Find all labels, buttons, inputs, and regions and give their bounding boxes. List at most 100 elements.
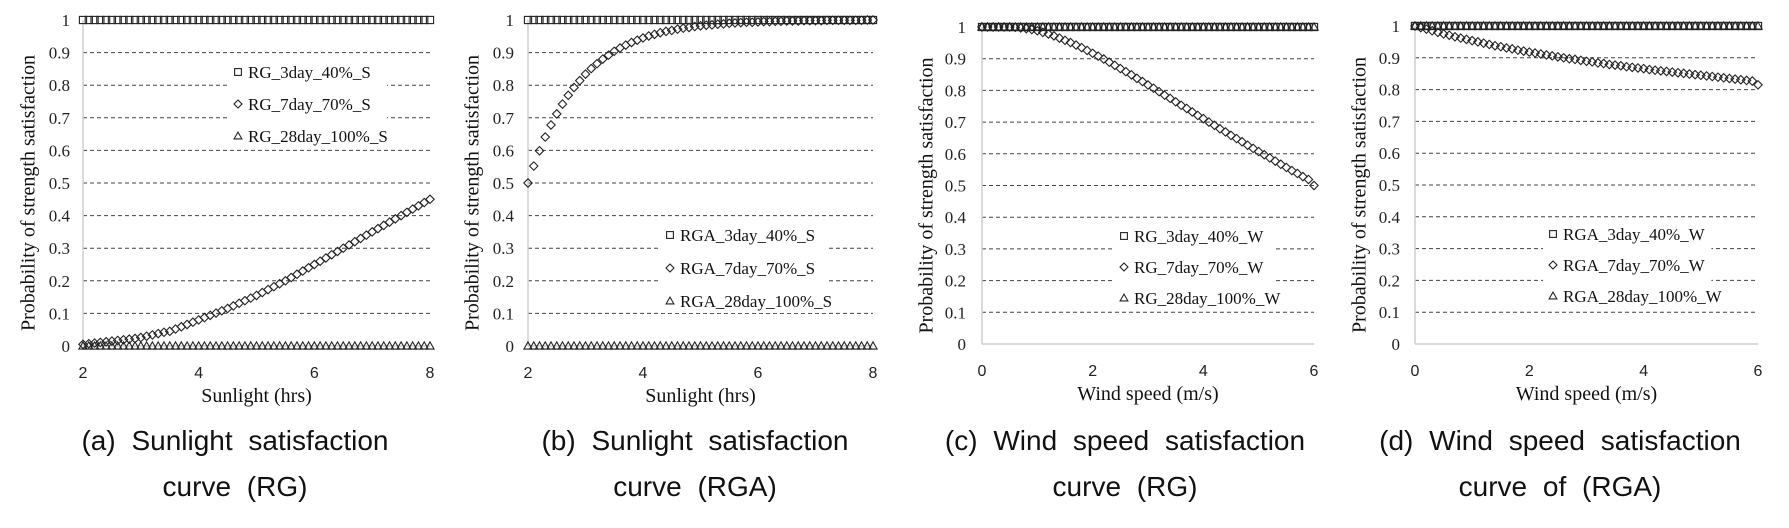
data-point-square (379, 15, 388, 25)
data-point-triangle (1187, 21, 1198, 31)
data-point-triangle (724, 340, 735, 350)
data-point-square (425, 15, 435, 25)
data-point-triangle (1231, 21, 1242, 31)
data-point-triangle (1303, 21, 1314, 31)
legend: RG_3day_40%_S RG_7day_70%_S RG_28day_100%_… (228, 58, 388, 148)
data-point-square (638, 15, 648, 25)
data-point-triangle (419, 340, 430, 350)
data-point-triangle (1198, 21, 1209, 31)
data-point-square (373, 15, 383, 25)
data-point-diamond (1120, 66, 1131, 77)
data-point-square (344, 15, 354, 25)
data-point-diamond (1490, 40, 1501, 51)
legend-label: RGA_28day_100%_S (680, 292, 832, 311)
data-point-diamond (1237, 136, 1248, 147)
legend-label: RGA_7day_70%_S (680, 259, 815, 278)
data-point-triangle (170, 340, 181, 350)
data-point-triangle (1297, 21, 1308, 31)
data-point-square (206, 15, 215, 25)
data-point-triangle (850, 340, 861, 350)
data-point-triangle (649, 340, 660, 350)
data-point-triangle (1472, 20, 1483, 30)
data-point-triangle (534, 340, 545, 350)
data-point-diamond (1248, 143, 1259, 154)
data-point-square (78, 15, 88, 25)
caption-d-line1: (d) Wind speed satisfaction (1379, 425, 1741, 456)
y-tick-label: 0.2 (49, 272, 70, 291)
data-point-triangle (326, 340, 337, 350)
x-tick-label: 8 (869, 365, 878, 382)
data-point-triangle (1253, 21, 1264, 31)
legend-background (1543, 220, 1712, 308)
data-point-square (339, 15, 348, 25)
y-tick-label: 0.5 (493, 174, 514, 193)
legend-label: RG_7day_70%_W (1134, 258, 1264, 277)
data-point-diamond (1043, 28, 1054, 39)
data-point-diamond (153, 328, 164, 339)
data-point-diamond (1143, 80, 1153, 90)
data-point-triangle (609, 340, 620, 350)
data-point-triangle (234, 340, 245, 350)
data-point-triangle (1530, 20, 1541, 30)
data-point-square (188, 15, 198, 25)
data-point-triangle (1087, 21, 1098, 31)
data-point-diamond (1093, 51, 1104, 62)
data-point-triangle (695, 340, 706, 350)
data-point-triangle (1467, 20, 1478, 30)
data-point-square (125, 15, 134, 25)
legend: RGA_3day_40%_W RGA_7day_70%_W RGA_28day_10… (1543, 220, 1723, 308)
data-point-diamond (147, 329, 158, 340)
caption-a-line1: (a) Sunlight satisfaction (81, 425, 389, 456)
data-point-diamond (1444, 30, 1455, 41)
data-point-triangle (844, 340, 856, 350)
data-point-square (396, 15, 406, 25)
legend-label: RG_28day_100%_W (1134, 289, 1281, 308)
chart-b-sunlight-rga: 0 0.1 0.2 0.3 0.4 0.5 0.6 0.7 0.8 0.9 1 2 4 6 8 Sunligh… (462, 11, 879, 407)
data-point-square (315, 15, 325, 25)
data-point-triangle (1192, 21, 1203, 31)
data-point-triangle (1667, 20, 1678, 30)
data-point-triangle (372, 340, 383, 350)
data-point-triangle (1741, 20, 1752, 30)
x-tick-label: 2 (1525, 363, 1534, 380)
data-point-triangle (683, 340, 695, 350)
data-point-triangle (833, 340, 844, 350)
series-diamond (977, 22, 1319, 191)
data-point-triangle (1672, 20, 1684, 30)
data-point-square (159, 15, 169, 25)
data-point-diamond (1286, 165, 1297, 176)
data-point-triangle (528, 340, 539, 350)
data-point-diamond (245, 293, 256, 304)
data-point-diamond (1467, 35, 1478, 46)
x-axis-title: Sunlight (hrs) (201, 385, 312, 407)
y-tick-label: 0.3 (945, 240, 966, 259)
data-point-diamond (1713, 72, 1723, 83)
data-point-diamond (1303, 174, 1314, 185)
data-point-triangle (1730, 20, 1741, 30)
legend-background (660, 221, 829, 313)
data-point-triangle (1109, 21, 1120, 31)
data-point-triangle (1541, 20, 1552, 30)
data-point-triangle (315, 340, 326, 350)
data-point-square (667, 15, 676, 25)
data-point-diamond (540, 132, 551, 143)
data-point-triangle (856, 340, 867, 350)
data-point-square (107, 15, 117, 25)
data-point-square (627, 15, 636, 25)
data-point-triangle (1043, 21, 1054, 31)
data-point-triangle (741, 340, 752, 350)
caption-b: (b) Sunlight satisfaction curve (RGA) (490, 418, 900, 510)
data-point-triangle (999, 21, 1010, 31)
legend-item: RG_7day_70%_W (1119, 258, 1264, 277)
data-point-triangle (770, 340, 781, 350)
data-point-triangle (251, 340, 262, 350)
data-point-triangle (1148, 21, 1159, 31)
data-point-triangle (1165, 21, 1176, 31)
data-point-triangle (1747, 20, 1758, 30)
data-point-triangle (355, 340, 366, 350)
data-point-triangle (586, 340, 597, 350)
data-point-triangle (1409, 20, 1421, 30)
data-point-square (414, 15, 423, 25)
data-point-triangle (338, 340, 349, 350)
y-tick-label: 1 (1392, 17, 1401, 36)
